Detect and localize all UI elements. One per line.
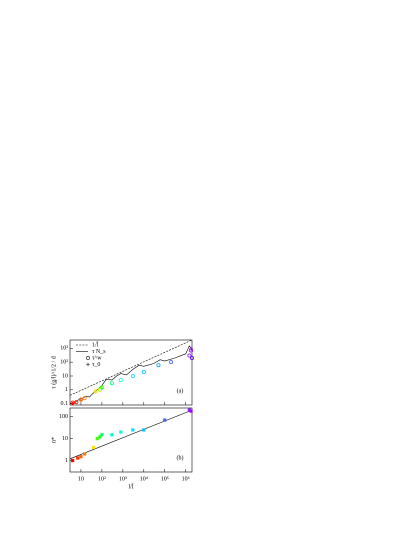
y-tick-label: 10²: [60, 360, 68, 366]
legend-label: τ^w: [92, 355, 102, 361]
y-axis-label: n*: [51, 437, 57, 443]
panel-label: (b): [177, 454, 184, 461]
x-tick-label: 10⁴: [140, 476, 148, 482]
y-tick-label: 1: [65, 458, 68, 464]
point: [131, 428, 135, 432]
point: [141, 369, 146, 374]
y-tick-label: 0.1: [61, 401, 69, 407]
point: [189, 355, 194, 360]
point: [189, 347, 193, 351]
point: [83, 452, 87, 456]
point: [71, 458, 75, 463]
y-tick-label: 10: [62, 436, 68, 442]
point: [130, 373, 135, 378]
x-tick-label: 10⁵: [161, 476, 169, 482]
point: [156, 363, 161, 368]
line: [69, 409, 193, 460]
y-axis-label: τ (g/l)^1/2 / d: [50, 356, 57, 388]
point: [82, 396, 87, 401]
point: [100, 433, 104, 437]
panel-label: (a): [177, 387, 184, 394]
y-tick-label: 1: [65, 387, 68, 393]
x-axis-label: l/l̄: [128, 483, 133, 490]
point: [118, 378, 123, 383]
point: [79, 455, 83, 459]
point: [74, 400, 79, 405]
x-tick-label: 10³: [119, 476, 127, 482]
point: [100, 386, 104, 391]
point: [187, 353, 192, 358]
legend-label: τ N_s: [92, 349, 106, 355]
line: [69, 339, 193, 396]
point: [91, 445, 96, 449]
legend-swatch: [86, 356, 90, 360]
point: [142, 428, 146, 432]
plot-frame: [69, 339, 193, 406]
x-tick-label: 10: [78, 476, 84, 482]
line: [69, 345, 193, 404]
point: [189, 409, 193, 413]
y-tick-label: 100: [59, 414, 68, 420]
point: [110, 433, 114, 437]
y-tick-label: 10: [62, 373, 68, 379]
x-tick-label: 10⁶: [182, 476, 190, 482]
point: [93, 390, 98, 394]
point: [187, 408, 191, 412]
legend-label: τ_0: [92, 362, 100, 368]
point: [98, 435, 102, 439]
point: [95, 437, 99, 441]
point: [169, 360, 174, 365]
y-tick-label: 10³: [60, 346, 68, 352]
point: [70, 401, 75, 406]
plot-frame: [69, 407, 193, 473]
x-tick-label: 10²: [98, 476, 106, 482]
point: [76, 456, 80, 460]
point: [119, 430, 123, 434]
point: [163, 418, 167, 422]
point: [97, 387, 102, 392]
legend-swatch: [86, 362, 90, 367]
legend-label: 1/l̄: [92, 341, 99, 348]
point: [79, 398, 83, 402]
point: [109, 381, 114, 386]
